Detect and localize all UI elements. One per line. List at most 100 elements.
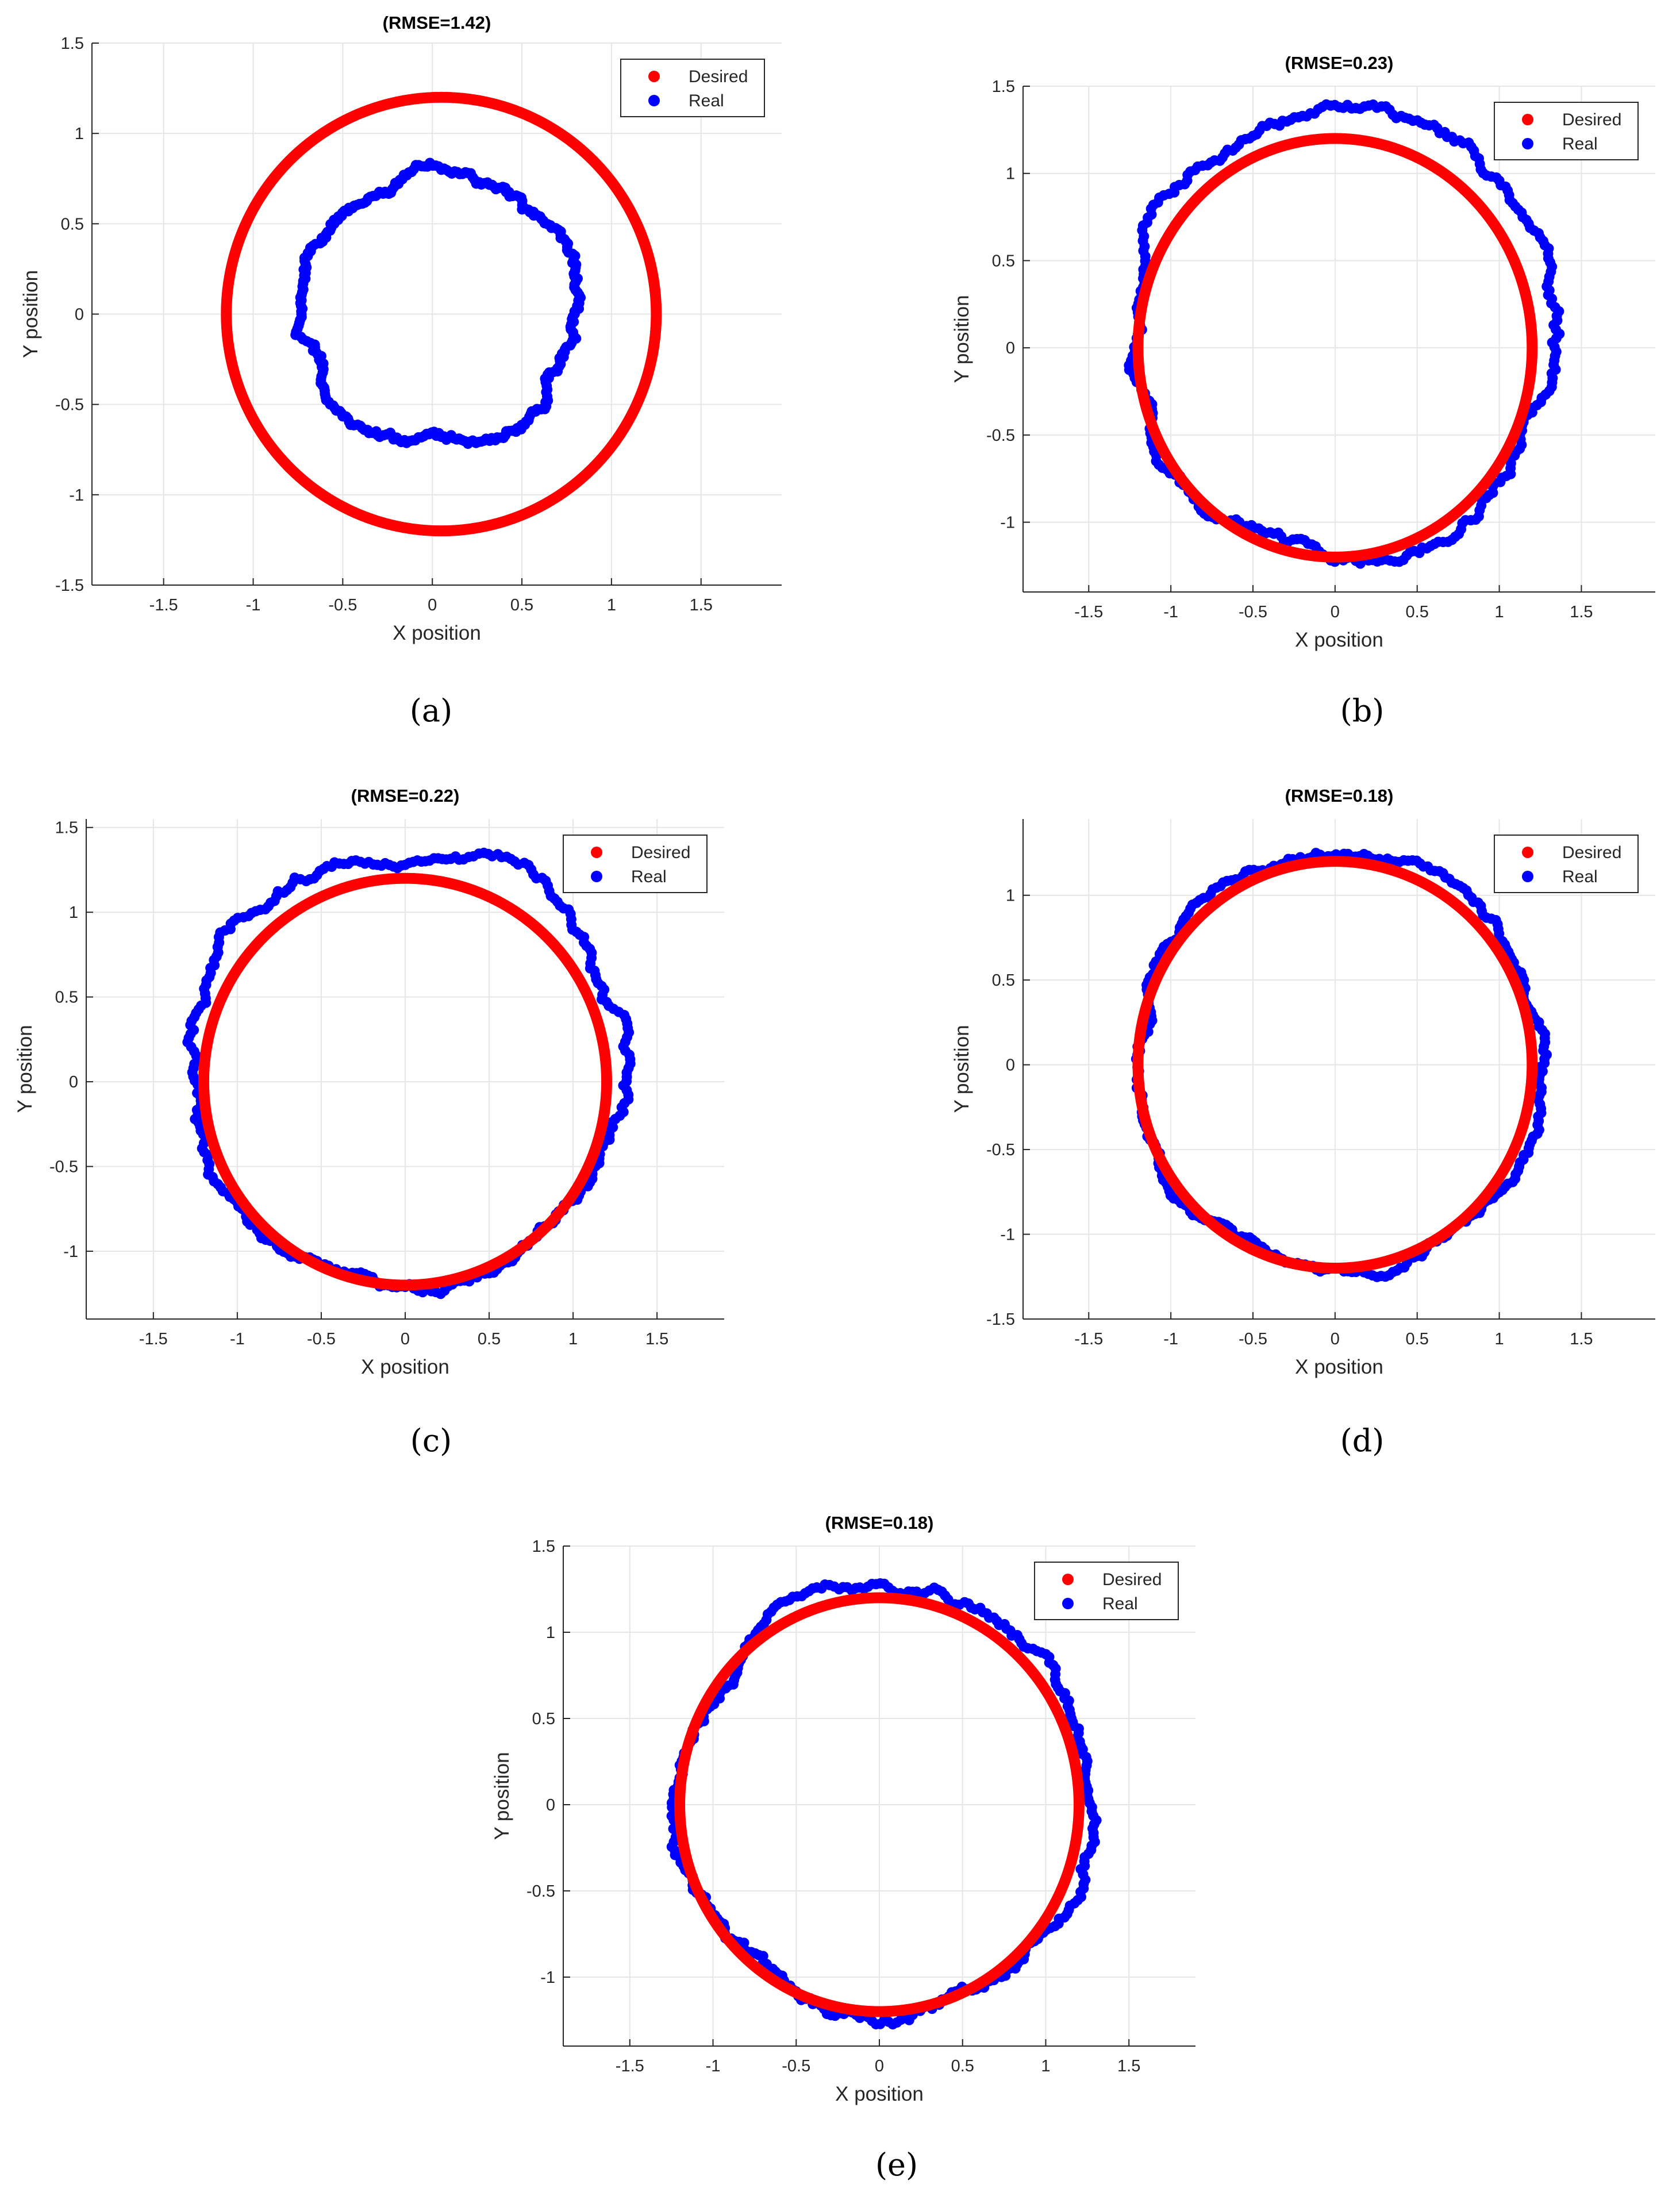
x-tick-label: -1.5 [616, 2057, 644, 2075]
legend: Desired Real [563, 835, 708, 893]
y-tick-label: -0.5 [986, 1141, 1015, 1159]
y-tick-label: 0.5 [992, 252, 1015, 270]
data-layer [182, 847, 636, 1299]
legend-label-desired: Desired [631, 843, 690, 862]
chart-title: (RMSE=0.18) [1285, 786, 1394, 806]
x-tick-label: 1 [1041, 2057, 1050, 2075]
y-tick-label: 0 [1006, 1056, 1015, 1075]
y-tick-label: 0.5 [55, 989, 78, 1007]
y-tick-label: 1 [1006, 887, 1015, 905]
y-tick-label: 1 [75, 125, 84, 143]
x-tick-label: 0 [401, 1330, 410, 1348]
real-point [569, 306, 580, 317]
y-tick-label: -1 [1000, 514, 1015, 532]
x-axis-label: X position [835, 2083, 924, 2105]
y-tick-label: -1 [63, 1243, 78, 1261]
legend-label-real: Real [1562, 134, 1598, 153]
x-tick-label: 0 [875, 2057, 884, 2075]
y-tick-label: 0.5 [532, 1710, 555, 1728]
x-axis-label: X position [1295, 629, 1383, 651]
y-tick-label: -1 [1000, 1226, 1015, 1244]
legend-marker-real [1522, 871, 1533, 882]
y-tick-label: 1 [1006, 165, 1015, 183]
x-tick-label: -1.5 [139, 1330, 168, 1348]
data-layer [1131, 848, 1552, 1282]
legend-box [620, 59, 765, 117]
y-tick-label: 0 [75, 306, 84, 324]
y-tick-label: 1 [69, 903, 78, 922]
y-axis-label: Y position [20, 270, 42, 358]
x-tick-label: -0.5 [1239, 1330, 1267, 1348]
y-axis-label: Y position [491, 1752, 513, 1840]
x-tick-label: 0.5 [951, 2057, 974, 2075]
x-tick-label: -1.5 [149, 596, 178, 614]
x-tick-label: 1.5 [645, 1330, 668, 1348]
legend-label-real: Real [1562, 867, 1598, 886]
legend-marker-desired [1522, 847, 1533, 858]
legend-label-real: Real [631, 867, 667, 886]
chart-panel-e: -1.5 -1 -0.5 0 0.5 1 1.5 -1 -0.5 0 0.5 1 1.5 X positi… [471, 1500, 1218, 2132]
y-axis-label: Y position [951, 1025, 973, 1113]
legend-marker-real [1522, 138, 1533, 149]
y-axis-label: Y position [14, 1025, 36, 1113]
x-tick-label: -0.5 [782, 2057, 810, 2075]
caption-c: (c) [410, 1422, 452, 1459]
legend-marker-desired [1522, 114, 1533, 125]
y-tick-label: 1.5 [532, 1537, 555, 1556]
x-tick-label: -1 [246, 596, 261, 614]
chart-panel-d: -1.5 -1 -0.5 0 0.5 1 1.5 -1.5 -1 -0.5 0 0.5 1 X posit… [931, 773, 1678, 1405]
desired-point [1527, 1061, 1538, 1072]
legend-label-desired: Desired [1562, 843, 1621, 862]
real-point [1086, 1802, 1097, 1813]
y-tick-label: -0.5 [55, 396, 84, 414]
x-tick-label: 0 [428, 596, 437, 614]
chart-c: -1.5 -1 -0.5 0 0.5 1 1.5-1-0.500.511.5X positi… [14, 786, 724, 1378]
x-tick-label: 0.5 [510, 596, 533, 614]
chart-title: (RMSE=0.23) [1285, 53, 1394, 73]
y-tick-label: -0.5 [49, 1158, 78, 1176]
x-tick-label: 1.5 [690, 596, 713, 614]
legend-box [1494, 102, 1639, 160]
caption-b: (b) [1340, 693, 1385, 729]
x-tick-label: 1.5 [1117, 2057, 1140, 2075]
chart-panel-c: -1.5 -1 -0.5 0 0.5 1 1.5 -1 -0.5 0 0.5 1 1.5 X positi… [0, 773, 747, 1405]
x-tick-label: -1.5 [1074, 1330, 1103, 1348]
x-tick-label: 0.5 [1406, 603, 1429, 621]
x-axis-label: X position [1295, 1356, 1383, 1378]
legend: Desired Real [1494, 102, 1639, 160]
desired-point [1527, 344, 1538, 355]
data-layer [1124, 99, 1565, 569]
legend-label-desired: Desired [689, 67, 748, 86]
y-tick-label: 1.5 [992, 78, 1015, 96]
y-tick-label: 0.5 [992, 971, 1015, 990]
chart-a: -1.5 -1 -0.5 0 0.5 1 1.5-1.5-1-0.500.511.5X po… [20, 13, 782, 644]
caption-a: (a) [409, 693, 453, 729]
plot-area [1023, 819, 1655, 1319]
y-tick-label: 1 [546, 1624, 555, 1642]
y-tick-label: 1.5 [61, 34, 84, 53]
legend-marker-desired [648, 71, 660, 82]
legend-box [563, 835, 708, 893]
y-tick-label: 0 [69, 1073, 78, 1091]
chart-title: (RMSE=1.42) [383, 13, 491, 33]
legend-marker-real [591, 871, 602, 882]
chart-panel-a: -1.5 -1 -0.5 0 0.5 1 1.5 -1.5 -1 -0.5 0 0.5 1 1.5 X po… [0, 0, 816, 690]
x-tick-label: 1.5 [1570, 1330, 1593, 1348]
legend-box [1494, 835, 1639, 893]
x-tick-label: -0.5 [1239, 603, 1267, 621]
x-tick-label: -0.5 [328, 596, 357, 614]
x-tick-label: -1 [230, 1330, 245, 1348]
y-tick-label: 1.5 [55, 819, 78, 837]
y-tick-label: -1 [540, 1968, 555, 1987]
chart-e: -1.5 -1 -0.5 0 0.5 1 1.5-1-0.500.511.5X positi… [491, 1513, 1195, 2105]
x-tick-label: 0 [1331, 603, 1340, 621]
caption-d: (d) [1340, 1422, 1385, 1459]
legend-label-desired: Desired [1562, 110, 1621, 129]
chart-d: -1.5 -1 -0.5 0 0.5 1 1.5-1.5-1-0.500.51X posit… [951, 786, 1655, 1378]
x-tick-label: 1 [1495, 603, 1504, 621]
x-tick-label: -1.5 [1074, 603, 1103, 621]
y-tick-label: -1 [69, 486, 84, 505]
y-tick-label: 0 [1006, 339, 1015, 357]
y-tick-label: 0.5 [61, 215, 84, 233]
x-tick-label: 1 [568, 1330, 578, 1348]
